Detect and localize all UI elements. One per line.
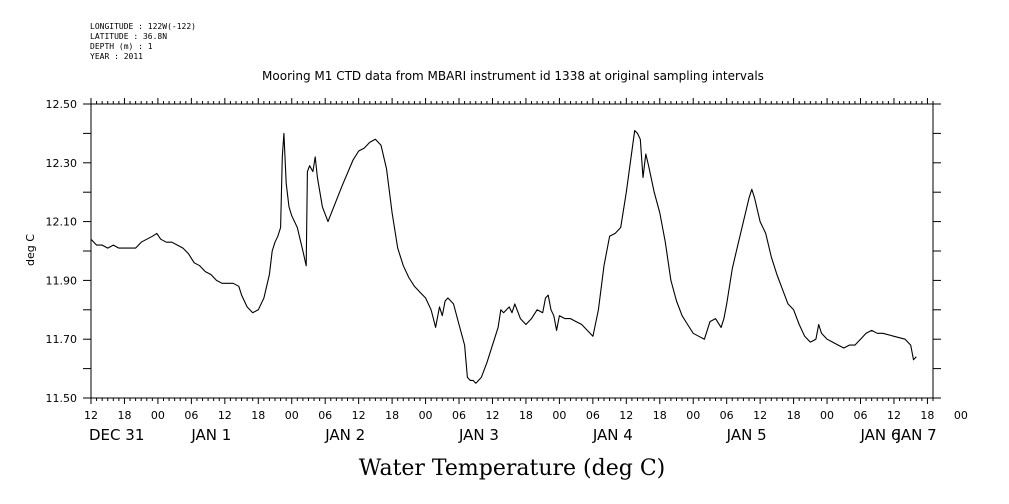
x-axis-label: Water Temperature (deg C) bbox=[359, 456, 666, 481]
plot-frame bbox=[90, 103, 934, 399]
x-tick-label: 06 bbox=[586, 409, 600, 422]
x-tick-label: 18 bbox=[117, 409, 131, 422]
longitude-label: LONGITUDE : 122W(-122) bbox=[90, 22, 196, 31]
plot-area bbox=[90, 129, 917, 384]
x-tick-label: 18 bbox=[920, 409, 934, 422]
x-tick-label: 12 bbox=[619, 409, 633, 422]
metadata-block: LONGITUDE : 122W(-122) LATITUDE : 36.8N … bbox=[90, 22, 196, 62]
day-label: JAN 6 bbox=[860, 426, 901, 444]
y-tick-label: 12.50 bbox=[46, 98, 78, 111]
x-tick-label: 00 bbox=[954, 409, 968, 422]
x-tick-label: 12 bbox=[352, 409, 366, 422]
x-tick-label: 18 bbox=[787, 409, 801, 422]
x-tick-label: 12 bbox=[485, 409, 499, 422]
depth-label: DEPTH (m) : 1 bbox=[90, 42, 153, 51]
latitude-label: LATITUDE : 36.8N bbox=[90, 32, 168, 41]
x-tick-label: 06 bbox=[318, 409, 332, 422]
y-tick-label: 12.10 bbox=[46, 216, 78, 229]
y-tick-label: 11.90 bbox=[46, 274, 78, 287]
x-tick-label: 12 bbox=[84, 409, 98, 422]
x-tick-label: 06 bbox=[854, 409, 868, 422]
x-tick-label: 00 bbox=[419, 409, 433, 422]
x-tick-label: 12 bbox=[753, 409, 767, 422]
day-label: JAN 4 bbox=[592, 426, 633, 444]
x-tick-label: 00 bbox=[552, 409, 566, 422]
x-tick-label: 12 bbox=[887, 409, 901, 422]
day-label: JAN 3 bbox=[458, 426, 499, 444]
y-tick-label: 11.70 bbox=[46, 333, 78, 346]
x-tick-label: 00 bbox=[820, 409, 834, 422]
day-label: DEC 31 bbox=[89, 426, 144, 444]
day-label: JAN 7 bbox=[896, 426, 937, 444]
day-label: JAN 1 bbox=[190, 426, 231, 444]
x-tick-label: 12 bbox=[218, 409, 232, 422]
x-tick-label: 00 bbox=[686, 409, 700, 422]
temperature-series-line bbox=[90, 129, 917, 384]
day-label: JAN 5 bbox=[726, 426, 767, 444]
x-tick-label: 18 bbox=[519, 409, 533, 422]
x-tick-label: 06 bbox=[452, 409, 466, 422]
y-axis-label: deg C bbox=[24, 234, 37, 266]
x-tick-label: 18 bbox=[653, 409, 667, 422]
x-tick-label: 06 bbox=[720, 409, 734, 422]
x-tick-label: 00 bbox=[285, 409, 299, 422]
x-tick-label: 18 bbox=[385, 409, 399, 422]
y-tick-label: 12.30 bbox=[46, 157, 78, 170]
x-tick-label: 06 bbox=[184, 409, 198, 422]
x-tick-label: 18 bbox=[251, 409, 265, 422]
chart-axes: 12.50 12.30 12.10 11.90 11.70 11.50 12 18 00 06 12… bbox=[46, 98, 968, 444]
x-tick-label: 00 bbox=[151, 409, 165, 422]
y-tick-label: 11.50 bbox=[46, 392, 78, 405]
year-label: YEAR : 2011 bbox=[90, 52, 143, 61]
day-label: JAN 2 bbox=[324, 426, 365, 444]
chart-title: Mooring M1 CTD data from MBARI instrumen… bbox=[262, 69, 764, 83]
